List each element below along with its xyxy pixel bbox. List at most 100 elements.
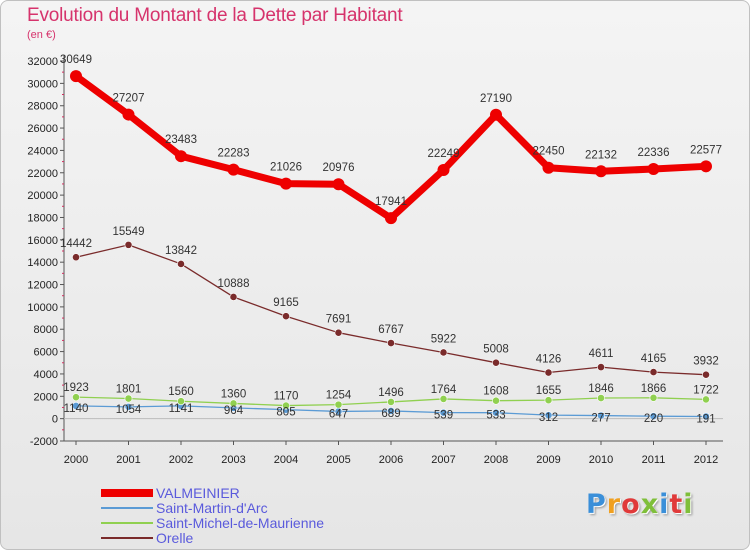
- data-point: [387, 407, 395, 415]
- data-point: [702, 395, 710, 404]
- data-label: 23483: [165, 134, 197, 146]
- data-point: [124, 402, 133, 411]
- proxiti-logo: Proxiti: [586, 489, 694, 520]
- x-tick-label: 2008: [484, 454, 508, 466]
- data-point: [437, 163, 450, 176]
- x-tick-label: 2011: [642, 454, 666, 466]
- data-label: 1170: [274, 391, 299, 403]
- data-label: 7691: [326, 314, 352, 326]
- data-point: [72, 393, 80, 402]
- y-tick-label: 26000: [27, 123, 58, 135]
- data-label: 533: [486, 410, 505, 422]
- data-point: [229, 399, 238, 408]
- y-tick-label: 14000: [27, 257, 58, 269]
- data-point: [492, 358, 500, 367]
- data-label: 312: [539, 412, 558, 424]
- x-tick-label: 2004: [274, 454, 298, 466]
- data-label: 27207: [113, 93, 145, 105]
- x-tick-label: 2005: [326, 454, 350, 466]
- data-point: [332, 178, 345, 191]
- x-tick-label: 2002: [169, 454, 193, 466]
- data-point: [439, 408, 448, 417]
- data-point: [72, 253, 80, 262]
- data-label: 1140: [64, 403, 89, 415]
- data-point: [124, 240, 133, 249]
- data-label: 6767: [378, 324, 404, 336]
- data-label: 1801: [116, 384, 142, 396]
- data-label: 5008: [483, 344, 509, 356]
- y-tick-label: 28000: [27, 101, 58, 113]
- data-label: 22132: [585, 149, 617, 161]
- chart-title: Evolution du Montant de la Dette par Hab…: [27, 5, 403, 26]
- data-point: [702, 412, 710, 421]
- data-point: [175, 150, 187, 163]
- data-point: [124, 394, 133, 403]
- y-tick-label: 20000: [27, 190, 58, 202]
- data-label: 4611: [589, 348, 614, 360]
- data-point: [649, 368, 658, 376]
- data-label: 277: [591, 413, 610, 425]
- data-label: 1923: [63, 382, 89, 394]
- data-point: [490, 108, 502, 121]
- data-label: 1254: [326, 390, 352, 402]
- data-point: [334, 400, 343, 409]
- data-label: 22249: [428, 148, 460, 160]
- data-label: 10888: [218, 278, 250, 290]
- y-tick-label: 6000: [34, 347, 58, 359]
- y-tick-label: 24000: [27, 145, 58, 157]
- data-point: [597, 411, 605, 420]
- data-label: 191: [696, 414, 715, 426]
- data-point: [597, 394, 605, 402]
- data-point: [387, 339, 395, 347]
- y-tick-label: 4000: [34, 369, 58, 381]
- x-tick-label: 2001: [116, 454, 140, 466]
- data-point: [595, 165, 607, 178]
- data-label: 14442: [60, 238, 92, 250]
- data-label: 1496: [378, 387, 404, 399]
- data-point: [439, 395, 448, 403]
- x-tick-label: 2000: [64, 454, 88, 466]
- y-tick-label: 16000: [27, 235, 58, 247]
- data-label: 22283: [218, 148, 250, 160]
- legend: VALMEINIERSaint-Martin-d'ArcSaint-Michel…: [101, 485, 324, 546]
- legend-entry: Saint-Martin-d'Arc: [156, 500, 268, 516]
- data-label: 15549: [113, 226, 145, 238]
- data-point: [72, 402, 80, 410]
- data-point: [70, 70, 82, 83]
- data-point: [544, 396, 553, 405]
- data-point: [492, 396, 500, 405]
- data-label: 1360: [221, 388, 247, 400]
- data-label: 9165: [273, 297, 299, 309]
- data-label: 1722: [693, 384, 719, 396]
- series-layer: [70, 70, 712, 421]
- x-tick-label: 2012: [694, 454, 718, 466]
- y-tick-label: 2000: [34, 391, 58, 403]
- data-point: [282, 401, 290, 410]
- data-point: [177, 260, 185, 268]
- y-tick-label: 8000: [34, 324, 58, 336]
- x-tick-label: 2006: [379, 454, 403, 466]
- data-point: [229, 293, 238, 301]
- data-point: [649, 412, 658, 421]
- data-point: [334, 328, 343, 337]
- y-tick-label: 22000: [27, 168, 58, 180]
- data-label: 3932: [693, 356, 719, 368]
- data-label: 30649: [60, 54, 92, 66]
- data-label: 1560: [168, 386, 194, 398]
- data-point: [492, 408, 500, 417]
- data-point: [647, 163, 660, 176]
- data-label: 22577: [690, 144, 722, 156]
- data-labels-layer: 30649 27207 23483 22283 21026 20976 17941 22249…: [60, 54, 722, 425]
- data-point: [649, 393, 658, 402]
- data-point: [280, 177, 292, 190]
- data-label: 1054: [116, 404, 142, 416]
- x-tick-label: 2007: [431, 454, 455, 466]
- y-tick-label: 0: [52, 414, 58, 426]
- data-label: 5922: [431, 333, 457, 345]
- chart-unit: (en €): [27, 29, 56, 41]
- data-point: [700, 160, 712, 173]
- data-point: [387, 398, 395, 406]
- data-label: 13842: [165, 245, 197, 257]
- data-label: 1141: [169, 403, 194, 415]
